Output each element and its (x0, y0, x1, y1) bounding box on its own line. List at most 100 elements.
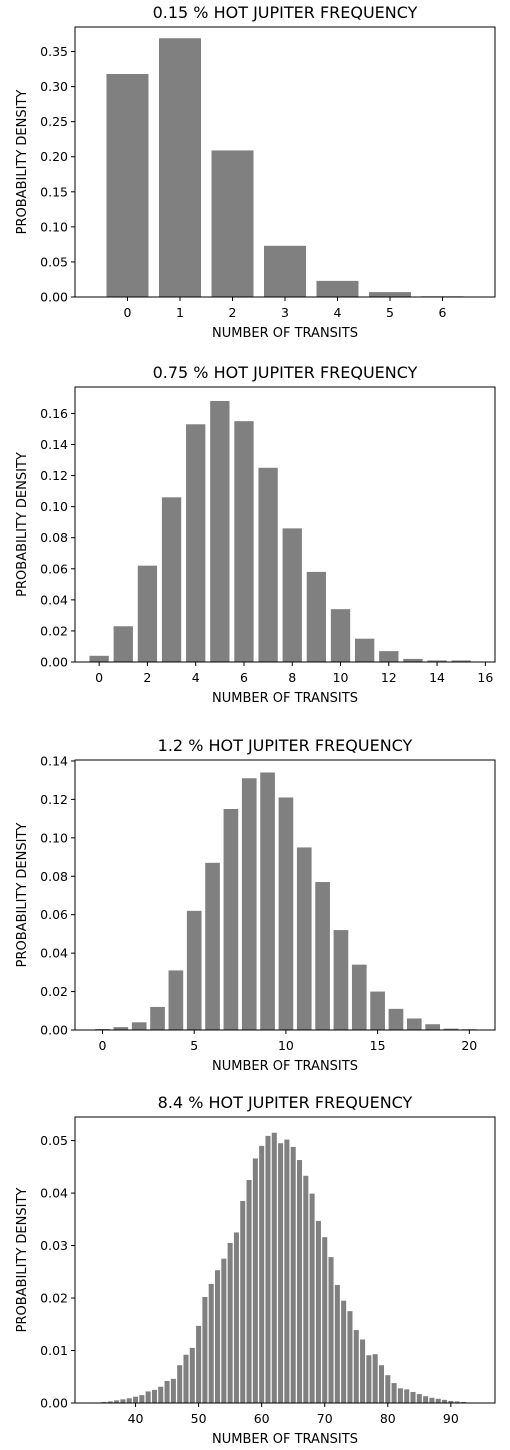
y-tick-label: 0.02 (40, 1291, 68, 1306)
y-tick-label: 0.06 (40, 561, 68, 576)
x-tick-label: 1 (176, 305, 184, 320)
bar (303, 1175, 309, 1403)
bar (151, 1389, 157, 1403)
bar (133, 1396, 139, 1403)
bar (240, 1200, 246, 1403)
bar (397, 1388, 403, 1403)
bar (360, 1339, 366, 1403)
y-tick-label: 0.00 (40, 1023, 68, 1038)
x-tick-label: 40 (128, 1411, 144, 1426)
bar (379, 651, 399, 662)
y-tick-label: 0.12 (40, 792, 68, 807)
y-tick-label: 0.00 (40, 1396, 68, 1411)
x-tick-label: 50 (191, 1411, 207, 1426)
bar (353, 1330, 359, 1403)
y-tick-label: 0.04 (40, 946, 68, 961)
y-tick-label: 0.06 (40, 907, 68, 922)
bar (423, 1396, 429, 1403)
bar (137, 565, 158, 662)
plot-frame (74, 1116, 496, 1404)
x-tick-label: 6 (240, 670, 248, 685)
y-tick-label: 0.01 (40, 1343, 68, 1358)
bar (265, 1135, 271, 1403)
bar (161, 497, 182, 662)
y-tick-label: 0.00 (40, 290, 68, 305)
y-tick-label: 0.05 (40, 254, 68, 269)
bar (196, 1325, 202, 1403)
bar (260, 772, 275, 1030)
plot-frame (74, 759, 496, 1031)
bar (333, 930, 349, 1030)
bar (114, 1400, 120, 1403)
x-tick-label: 3 (281, 305, 289, 320)
y-tick-label: 0.05 (40, 1133, 68, 1148)
y-tick-label: 0.08 (40, 869, 68, 884)
bar (106, 73, 149, 298)
bar (183, 1354, 189, 1403)
y-tick-label: 0.04 (40, 1186, 68, 1201)
bar (258, 467, 278, 662)
bar (89, 655, 109, 662)
bar (460, 1401, 466, 1403)
x-tick-label: 0 (99, 1038, 107, 1053)
x-tick-label: 0 (124, 305, 132, 320)
chart-title: 8.4 % HOT JUPITER FREQUENCY (158, 1093, 413, 1112)
bar (388, 1008, 404, 1030)
x-axis-label: NUMBER OF TRANSITS (212, 1432, 358, 1447)
bar (403, 658, 423, 662)
y-axis-label: PROBABILITY DENSITY (15, 823, 30, 968)
bar (410, 1391, 416, 1403)
bar (223, 809, 239, 1030)
y-axis-label: PROBABILITY DENSITY (15, 1188, 30, 1333)
bar (233, 1232, 239, 1403)
bar (264, 245, 306, 297)
x-tick-label: 0 (95, 670, 103, 685)
bar (221, 1258, 227, 1403)
bar (120, 1399, 126, 1403)
bar (448, 1400, 454, 1403)
bar (215, 1270, 221, 1403)
x-tick-label: 8 (288, 670, 296, 685)
x-tick-label: 20 (461, 1038, 477, 1053)
bar (378, 1365, 385, 1403)
bar (406, 1018, 422, 1030)
bar (159, 38, 201, 297)
bar (150, 1006, 165, 1030)
chart-panel-1: 0.00 0.05 0.10 0.15 0.20 0.25 0.30 0.35 0 1 2 3 4 5 6 0… (15, 3, 496, 341)
bar (227, 1242, 233, 1403)
y-tick-label: 0.35 (40, 44, 68, 59)
bar (355, 638, 375, 662)
bar (309, 1193, 315, 1403)
bar (177, 1365, 183, 1403)
y-tick-label: 0.04 (40, 592, 68, 607)
bar (306, 571, 327, 662)
bar (366, 1355, 372, 1403)
y-tick-label: 0.14 (40, 753, 68, 768)
y-tick-label: 0.30 (40, 79, 68, 94)
bar (211, 150, 254, 297)
bar (205, 862, 220, 1030)
bar (330, 609, 351, 662)
y-tick-label: 0.10 (40, 219, 68, 234)
bar (454, 1401, 460, 1403)
bar (435, 1398, 441, 1403)
x-tick-label: 70 (317, 1411, 333, 1426)
bar (164, 1380, 170, 1403)
x-tick-label: 16 (477, 670, 493, 685)
bar (296, 1160, 303, 1403)
plot-frame (74, 386, 496, 663)
y-axis-label: PROBABILITY DENSITY (15, 90, 30, 235)
bar (139, 1395, 145, 1403)
x-tick-label: 10 (333, 670, 349, 685)
chart-title: 1.2 % HOT JUPITER FREQUENCY (158, 736, 413, 755)
bar (347, 1311, 353, 1403)
bar (278, 1143, 284, 1403)
bar (416, 1394, 422, 1403)
bar (284, 1139, 290, 1403)
bar (351, 964, 367, 1030)
bar (271, 1132, 277, 1403)
x-axis-label: NUMBER OF TRANSITS (212, 691, 358, 706)
bar (315, 1220, 321, 1403)
bar (202, 1297, 208, 1403)
x-tick-label: 6 (439, 305, 447, 320)
